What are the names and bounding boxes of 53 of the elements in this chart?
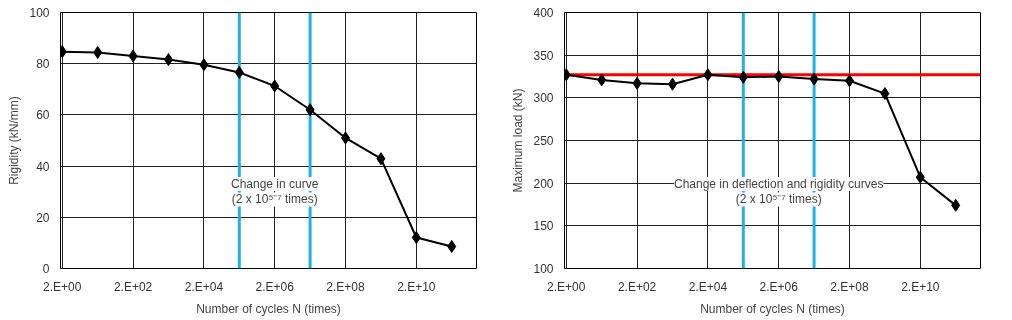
y-tick-label: 250 [533, 134, 554, 148]
annotation: Change in curve [231, 177, 319, 192]
point [234, 65, 244, 79]
point [738, 70, 748, 84]
x-tick-label: 2.E+06 [255, 279, 295, 294]
x-tick-label: 2.E+06 [759, 279, 799, 294]
x-tick-label: 2.E+08 [326, 279, 366, 294]
annotation: Change in deflection and rigidity curves [673, 177, 884, 192]
point [774, 70, 784, 83]
x-tick-label: 2.E+02 [113, 279, 153, 294]
point [376, 152, 386, 166]
point [93, 45, 103, 59]
point [809, 72, 819, 86]
point [667, 77, 677, 91]
point [951, 198, 961, 212]
x-tick-label: 2.E+10 [397, 279, 436, 294]
x-tick-label: 2.E+08 [830, 279, 870, 294]
x-tick-label: 2.E+04 [184, 279, 224, 294]
y-tick-label: 0 [42, 262, 50, 276]
annotation: (2 x 10⁵⁻⁷ times) [735, 192, 822, 207]
x-tick-label: 2.E+02 [617, 279, 657, 294]
x-axis-title: Number of cycles N (times) [196, 301, 341, 316]
point [915, 170, 925, 184]
point [703, 68, 713, 82]
x-tick-label: 2.E+10 [901, 279, 940, 294]
y-tick-label: 20 [36, 210, 50, 225]
annotation: (2 x 10⁵⁻⁷ times) [231, 192, 318, 207]
y-tick-label: 100 [533, 262, 554, 276]
y-tick-label: 200 [533, 176, 554, 191]
y-tick-label: 100 [29, 6, 50, 20]
y-tick-label: 60 [36, 108, 50, 123]
x-tick-label: 2.E+04 [688, 279, 728, 294]
y-tick-label: 300 [533, 91, 554, 106]
point [447, 239, 457, 253]
point [199, 58, 209, 72]
y-tick-label: 150 [533, 219, 554, 234]
point [305, 103, 315, 117]
y-tick-label: 80 [36, 57, 50, 72]
x-tick-label: 2.E+00 [43, 279, 82, 294]
point [597, 73, 607, 87]
y-tick-label: 350 [533, 48, 554, 63]
x-axis-title: Number of cycles N (times) [700, 301, 845, 316]
point [411, 231, 421, 245]
y-tick-label: 40 [36, 159, 50, 174]
point [632, 76, 642, 90]
point [880, 87, 890, 101]
point [270, 79, 280, 93]
y-tick-label: 400 [533, 6, 554, 20]
y-axis-title: Maximum load (kN) [511, 88, 526, 193]
x-tick-label: 2.E+00 [547, 279, 586, 294]
point [163, 53, 173, 67]
y-axis-title: Rigidity (kN/mm) [7, 96, 22, 185]
point [128, 49, 138, 63]
